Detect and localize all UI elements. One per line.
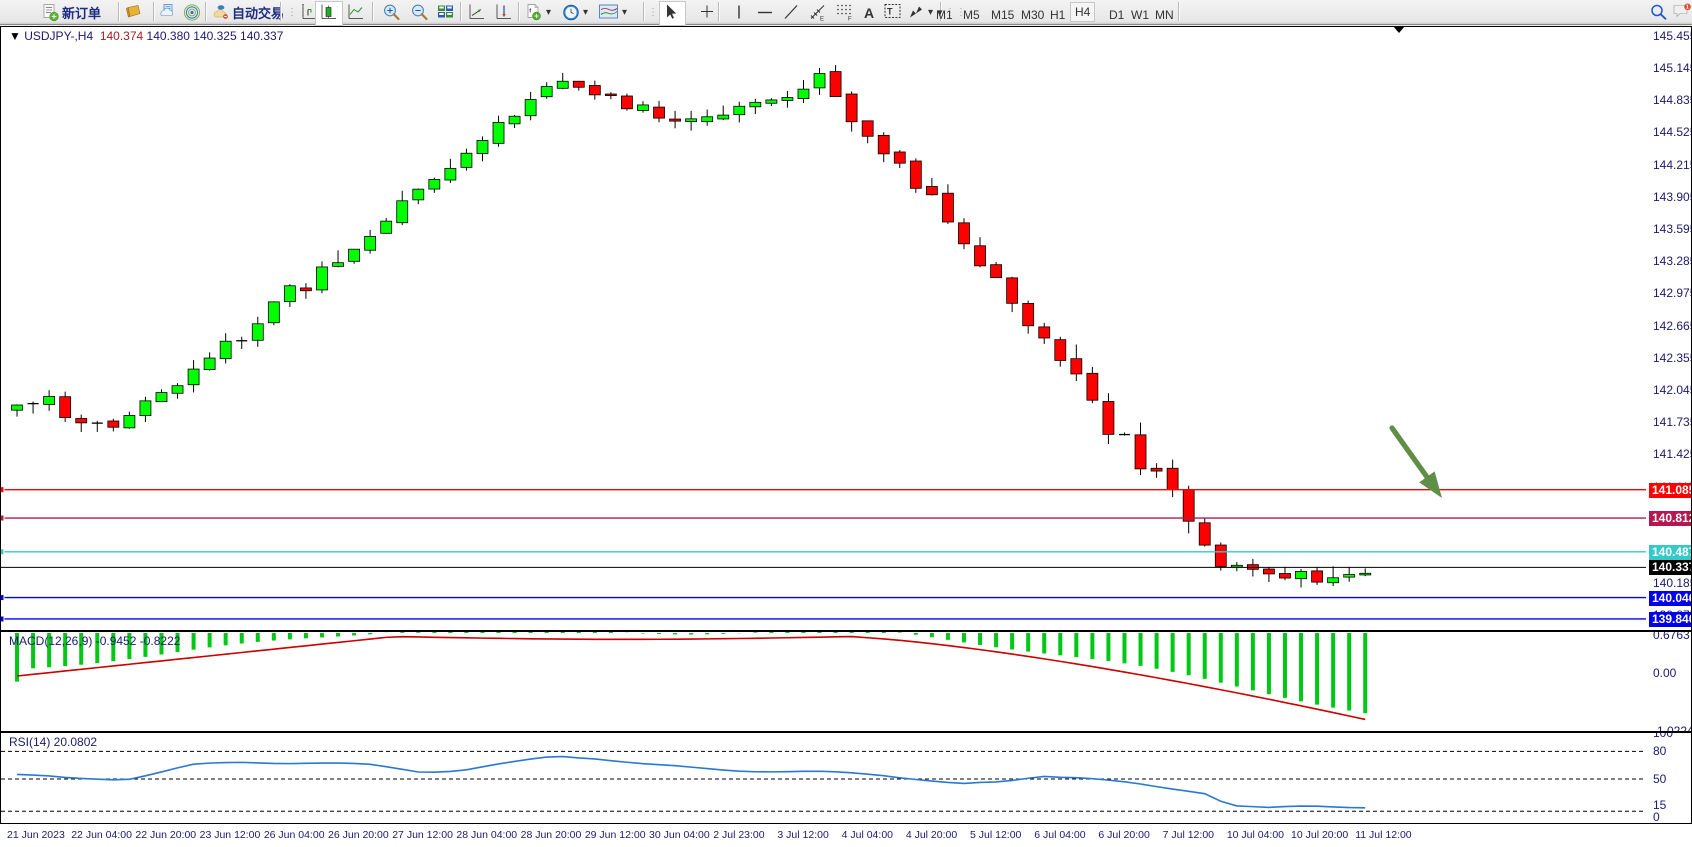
svg-text:T: T [887,7,893,17]
svg-text:E: E [820,17,824,23]
svg-text:f: f [529,9,531,15]
svg-text:F: F [848,17,852,23]
svg-text:1: 1 [1686,5,1689,11]
